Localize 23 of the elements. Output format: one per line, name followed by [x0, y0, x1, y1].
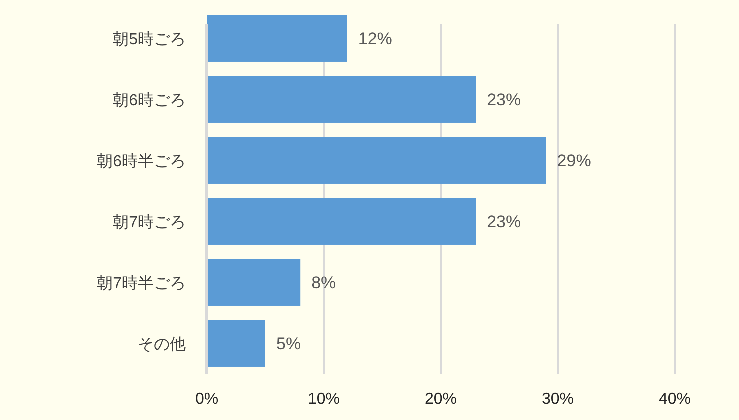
- x-tick-label: 20%: [424, 391, 458, 408]
- y-tick-label: 朝6時半ごろ: [97, 152, 186, 170]
- x-tick-label: 40%: [658, 391, 692, 408]
- data-label: 5%: [276, 334, 302, 354]
- bar: [207, 137, 546, 184]
- bar: [207, 320, 266, 367]
- data-label: 12%: [358, 30, 392, 48]
- data-label: 8%: [312, 274, 336, 292]
- bar: [207, 76, 476, 123]
- data-label: 23%: [487, 90, 522, 110]
- bar: [207, 15, 348, 62]
- data-label: 23%: [487, 212, 522, 232]
- data-label: 29%: [557, 152, 592, 170]
- y-tick-label: 朝6時ごろ: [113, 92, 186, 110]
- x-tick-label: 30%: [542, 391, 574, 408]
- bar: [207, 259, 301, 306]
- y-tick-label: 朝7時半ごろ: [97, 274, 186, 292]
- y-tick-label: 朝5時ごろ: [113, 30, 186, 48]
- y-tick-label: 朝7時ごろ: [113, 214, 186, 232]
- y-tick-label: その他: [138, 336, 186, 354]
- bar: [207, 198, 476, 245]
- x-tick-label: 10%: [308, 391, 340, 408]
- x-tick-label: 0%: [195, 391, 219, 408]
